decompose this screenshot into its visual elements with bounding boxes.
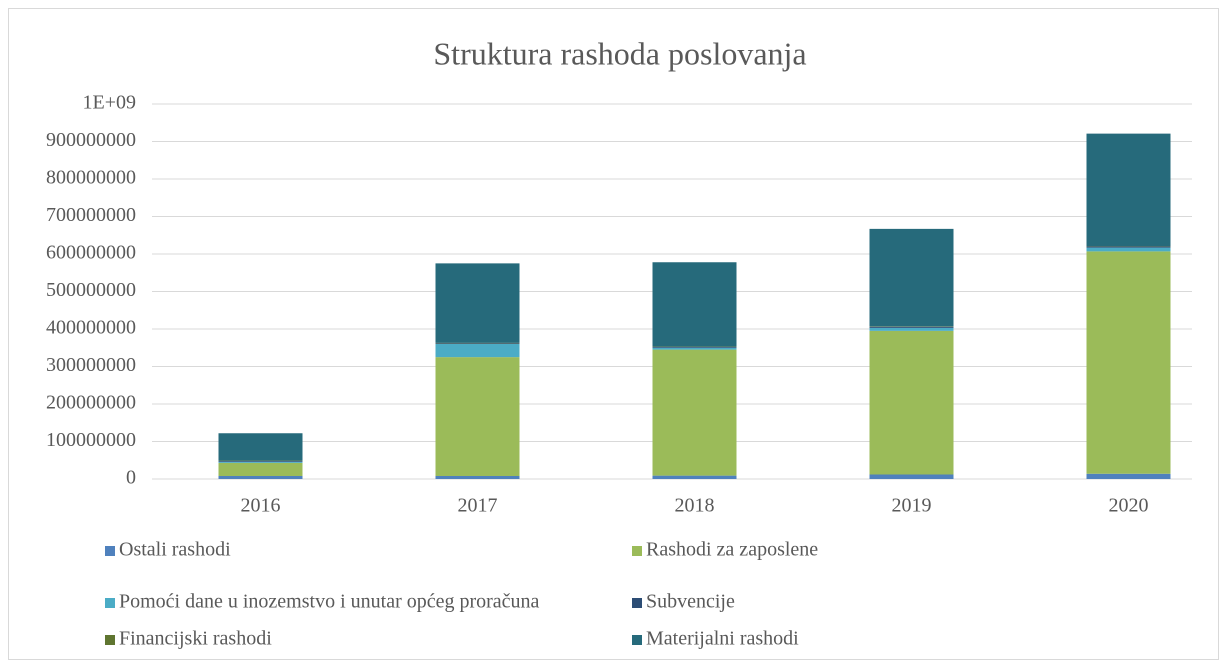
bar-segment: [218, 476, 303, 479]
bar-segment: [1086, 251, 1171, 474]
legend-label: Materijalni rashodi: [646, 628, 799, 650]
legend-label: Financijski rashodi: [119, 628, 272, 650]
legend-swatch: [105, 598, 115, 608]
legend-swatch: [632, 598, 642, 608]
bar-segment: [435, 476, 520, 479]
bar-segment: [869, 330, 954, 475]
y-tick-label: 0: [126, 467, 136, 489]
bar-segment: [652, 347, 737, 348]
bar-segment: [652, 349, 737, 476]
bar-segment: [1086, 247, 1171, 252]
x-tick-label: 2016: [241, 495, 281, 517]
y-tick-label: 200000000: [46, 392, 136, 414]
y-tick-label: 300000000: [46, 354, 136, 376]
y-tick-label: 500000000: [46, 279, 136, 301]
y-tick-label: 700000000: [46, 204, 136, 226]
bar-segment: [869, 327, 954, 331]
y-tick-label: 800000000: [46, 167, 136, 189]
chart-border: [8, 8, 1219, 660]
legend-swatch: [105, 635, 115, 645]
x-tick-label: 2017: [458, 495, 498, 517]
bar-segment: [869, 326, 954, 328]
bar-segment: [869, 474, 954, 479]
legend-swatch: [632, 635, 642, 645]
bar-segment: [435, 357, 520, 476]
bar-segment: [218, 461, 303, 462]
bar-segment: [435, 344, 520, 358]
legend-label: Ostali rashodi: [119, 539, 231, 561]
x-tick-label: 2018: [675, 495, 715, 517]
bar-segment: [1086, 133, 1171, 247]
y-tick-label: 600000000: [46, 242, 136, 264]
bar-segment: [869, 228, 954, 327]
y-tick-label: 900000000: [46, 129, 136, 151]
bar-segment: [218, 462, 303, 476]
bar-segment: [218, 461, 303, 463]
y-tick-label: 100000000: [46, 429, 136, 451]
bar-segment: [218, 433, 303, 461]
bar-segment: [435, 343, 520, 344]
bar-segment: [652, 262, 737, 347]
x-tick-label: 2020: [1109, 495, 1149, 517]
y-tick-label: 1E+09: [83, 92, 137, 114]
chart-title: Struktura rashoda poslovanja: [433, 35, 806, 71]
legend-label: Subvencije: [646, 591, 735, 613]
bar-segment: [435, 263, 520, 343]
legend-swatch: [632, 546, 642, 556]
legend-swatch: [105, 546, 115, 556]
bar-segment: [652, 475, 737, 479]
bar-segment: [1086, 246, 1171, 248]
y-tick-label: 400000000: [46, 317, 136, 339]
legend-label: Pomoći dane u inozemstvo i unutar općeg …: [119, 591, 540, 613]
bar-segment: [1086, 473, 1171, 479]
x-tick-label: 2019: [892, 495, 932, 517]
legend-label: Rashodi za zaposlene: [646, 539, 818, 561]
bar-segment: [652, 347, 737, 350]
